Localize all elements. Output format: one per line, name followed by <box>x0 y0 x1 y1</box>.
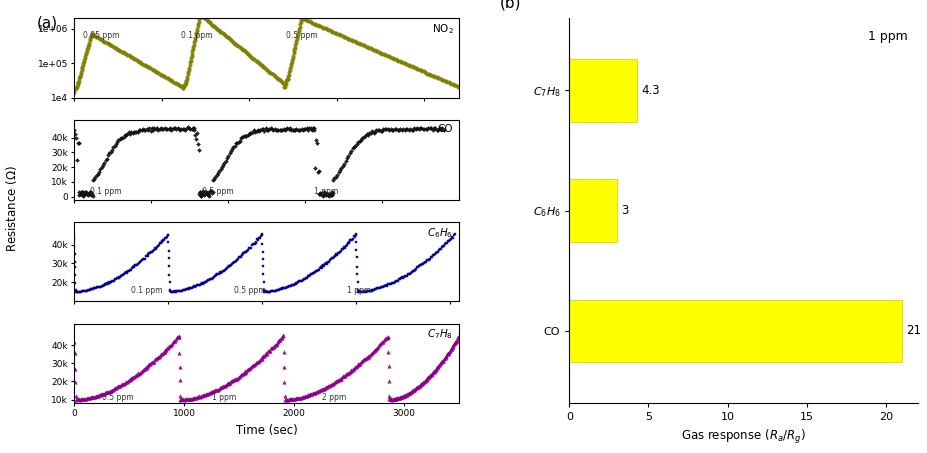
Text: NO$_2$: NO$_2$ <box>432 22 453 36</box>
Text: (b): (b) <box>500 0 521 10</box>
Text: (a): (a) <box>37 16 58 31</box>
Text: 0.1 ppm: 0.1 ppm <box>90 188 121 196</box>
Bar <box>569 59 638 121</box>
X-axis label: Time (sec): Time (sec) <box>235 424 298 437</box>
Text: 1 ppm: 1 ppm <box>868 30 908 43</box>
Text: 2 ppm: 2 ppm <box>322 394 346 402</box>
Text: 0.05 ppm: 0.05 ppm <box>83 31 120 40</box>
Text: 0.5 ppm: 0.5 ppm <box>234 286 265 295</box>
Text: 0.1 ppm: 0.1 ppm <box>181 31 212 40</box>
Text: 1 ppm: 1 ppm <box>211 394 236 402</box>
Text: 1 ppm: 1 ppm <box>347 286 371 295</box>
Text: $C_7H_8$: $C_7H_8$ <box>427 328 453 342</box>
Text: 0.5 ppm: 0.5 ppm <box>202 188 234 196</box>
Text: 21: 21 <box>906 324 921 337</box>
X-axis label: Gas response ($R_a$/$R_g$): Gas response ($R_a$/$R_g$) <box>681 428 806 446</box>
Text: 0.5 ppm: 0.5 ppm <box>102 394 133 402</box>
Text: 4.3: 4.3 <box>641 84 660 97</box>
Text: Resistance ($\Omega$): Resistance ($\Omega$) <box>4 165 19 252</box>
Bar <box>569 179 616 242</box>
Text: $C_6H_6$: $C_6H_6$ <box>427 226 453 240</box>
Text: 0.5 ppm: 0.5 ppm <box>286 31 318 40</box>
Text: 1 ppm: 1 ppm <box>314 188 338 196</box>
Text: CO: CO <box>438 124 453 134</box>
Text: 3: 3 <box>621 204 629 217</box>
Bar <box>569 300 902 362</box>
Text: 0.1 ppm: 0.1 ppm <box>131 286 162 295</box>
